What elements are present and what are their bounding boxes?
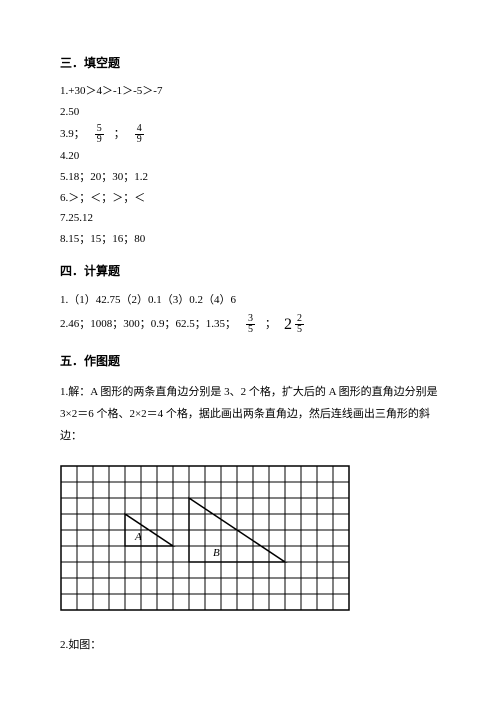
- s3-line-2: 2.50: [60, 104, 450, 122]
- svg-text:B: B: [213, 547, 220, 559]
- s4-line-1: 1.（1）42.75（2）0.1（3）0.2（4）6: [60, 292, 450, 310]
- mixed-number-2-2-5: 2 2 5: [284, 312, 306, 338]
- s3-line-3: 3.9； 5 9 ； 4 9: [60, 124, 450, 145]
- s5-p1: 1.解：A 图形的两条直角边分别是 3、2 个格，扩大后的 A 图形的直角边分别…: [60, 386, 438, 398]
- s4-l2-sep: ；: [265, 316, 276, 334]
- s3-line-8: 8.15；15；16；80: [60, 231, 450, 249]
- s3-l3-sep: ；: [114, 126, 125, 144]
- s5-p3: 边：: [60, 430, 82, 442]
- s3-line-7: 7.25.12: [60, 210, 450, 228]
- s4-line-2: 2.46；1008；300；0.9；62.5；1.35； 3 5 ； 2 2 5: [60, 312, 450, 338]
- s3-line-4: 4.20: [60, 148, 450, 166]
- frac-den: 5: [295, 325, 304, 335]
- frac-den: 9: [135, 135, 144, 145]
- s3-line-6: 6.＞；＜；＞；＜: [60, 190, 450, 208]
- section-5-heading: 五．作图题: [60, 352, 450, 371]
- s5-p2: 3×2＝6 个格、2×2＝4 个格，据此画出两条直角边，然后连线画出三角形的斜: [60, 408, 430, 420]
- s4-l2-prefix: 2.46；1008；300；0.9；62.5；1.35；: [60, 316, 236, 334]
- fraction-4-9: 4 9: [135, 124, 144, 145]
- mixed-frac: 2 5: [295, 314, 304, 335]
- grid-svg: AB: [60, 465, 350, 611]
- frac-den: 9: [95, 135, 104, 145]
- s3-l3-prefix: 3.9；: [60, 126, 85, 144]
- section-4-heading: 四．计算题: [60, 262, 450, 281]
- s3-line-1: 1.+30＞4＞-1＞-5＞-7: [60, 83, 450, 101]
- mixed-whole: 2: [284, 312, 292, 338]
- s5-paragraph: 1.解：A 图形的两条直角边分别是 3、2 个格，扩大后的 A 图形的直角边分别…: [60, 381, 450, 447]
- frac-den: 5: [246, 325, 255, 335]
- s5-after-grid: 2.如图：: [60, 637, 450, 655]
- fraction-3-5: 3 5: [246, 314, 255, 335]
- svg-text:A: A: [134, 531, 142, 543]
- fraction-5-9: 5 9: [95, 124, 104, 145]
- s3-line-5: 5.18；20；30；1.2: [60, 169, 450, 187]
- triangle-grid-figure: AB: [60, 465, 450, 611]
- section-3-heading: 三．填空题: [60, 54, 450, 73]
